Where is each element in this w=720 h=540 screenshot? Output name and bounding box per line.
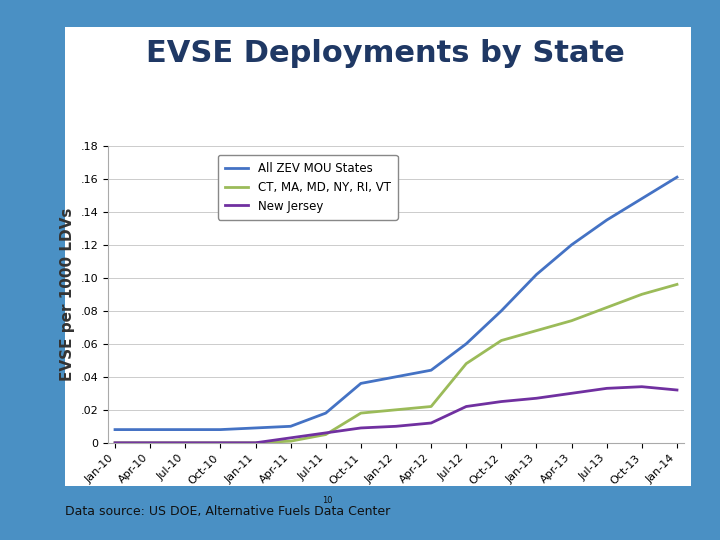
CT, MA, MD, NY, RI, VT <box>321 431 330 438</box>
CT, MA, MD, NY, RI, VT <box>603 304 611 310</box>
CT, MA, MD, NY, RI, VT <box>216 440 225 446</box>
New Jersey <box>427 420 436 426</box>
CT, MA, MD, NY, RI, VT <box>672 281 681 288</box>
Y-axis label: EVSE per 1000 LDVs: EVSE per 1000 LDVs <box>60 207 75 381</box>
New Jersey <box>392 423 400 429</box>
All ZEV MOU States <box>356 380 365 387</box>
New Jersey <box>532 395 541 402</box>
Text: EVSE Deployments by State: EVSE Deployments by State <box>146 39 624 69</box>
New Jersey <box>251 440 260 446</box>
All ZEV MOU States <box>321 410 330 416</box>
All ZEV MOU States <box>216 427 225 433</box>
New Jersey <box>216 440 225 446</box>
New Jersey <box>637 383 646 390</box>
CT, MA, MD, NY, RI, VT <box>532 327 541 334</box>
CT, MA, MD, NY, RI, VT <box>567 318 576 324</box>
All ZEV MOU States <box>637 195 646 202</box>
All ZEV MOU States <box>427 367 436 374</box>
CT, MA, MD, NY, RI, VT <box>392 407 400 413</box>
New Jersey <box>146 440 155 446</box>
New Jersey <box>287 435 295 441</box>
Legend: All ZEV MOU States, CT, MA, MD, NY, RI, VT, New Jersey: All ZEV MOU States, CT, MA, MD, NY, RI, … <box>217 154 398 220</box>
All ZEV MOU States <box>251 424 260 431</box>
Line: All ZEV MOU States: All ZEV MOU States <box>115 177 677 430</box>
New Jersey <box>567 390 576 396</box>
Line: New Jersey: New Jersey <box>115 387 677 443</box>
CT, MA, MD, NY, RI, VT <box>146 440 155 446</box>
New Jersey <box>603 385 611 392</box>
CT, MA, MD, NY, RI, VT <box>111 440 120 446</box>
Text: Data source: US DOE, Alternative Fuels Data Center: Data source: US DOE, Alternative Fuels D… <box>65 505 390 518</box>
New Jersey <box>672 387 681 393</box>
CT, MA, MD, NY, RI, VT <box>497 338 505 344</box>
All ZEV MOU States <box>497 308 505 314</box>
All ZEV MOU States <box>603 217 611 223</box>
CT, MA, MD, NY, RI, VT <box>181 440 189 446</box>
New Jersey <box>497 399 505 405</box>
All ZEV MOU States <box>146 427 155 433</box>
All ZEV MOU States <box>181 427 189 433</box>
All ZEV MOU States <box>567 241 576 248</box>
Line: CT, MA, MD, NY, RI, VT: CT, MA, MD, NY, RI, VT <box>115 285 677 443</box>
New Jersey <box>181 440 189 446</box>
All ZEV MOU States <box>287 423 295 429</box>
All ZEV MOU States <box>672 174 681 180</box>
CT, MA, MD, NY, RI, VT <box>251 440 260 446</box>
New Jersey <box>321 430 330 436</box>
New Jersey <box>111 440 120 446</box>
New Jersey <box>462 403 471 410</box>
All ZEV MOU States <box>111 427 120 433</box>
CT, MA, MD, NY, RI, VT <box>356 410 365 416</box>
New Jersey <box>356 424 365 431</box>
CT, MA, MD, NY, RI, VT <box>637 291 646 298</box>
All ZEV MOU States <box>532 271 541 278</box>
CT, MA, MD, NY, RI, VT <box>287 438 295 444</box>
CT, MA, MD, NY, RI, VT <box>427 403 436 410</box>
Text: 10: 10 <box>323 496 333 505</box>
CT, MA, MD, NY, RI, VT <box>462 360 471 367</box>
All ZEV MOU States <box>392 374 400 380</box>
All ZEV MOU States <box>462 341 471 347</box>
